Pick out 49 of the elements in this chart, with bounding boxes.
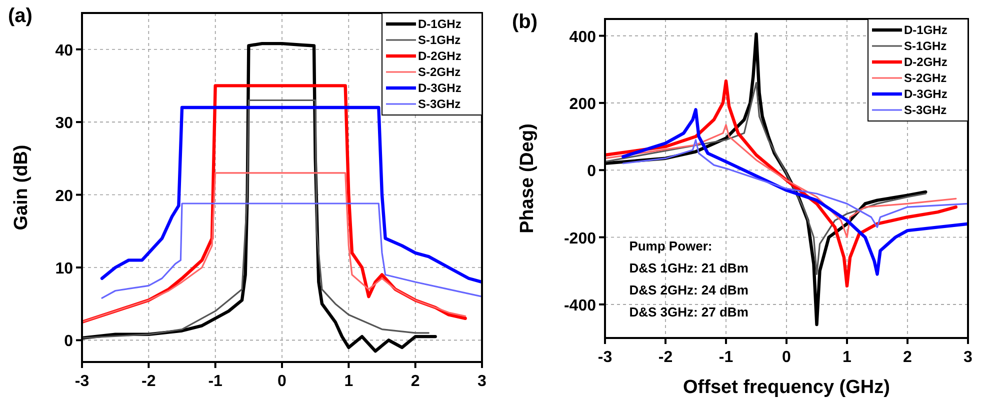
annotation: Pump Power: <box>629 238 712 254</box>
y-tick-label: 200 <box>569 96 596 113</box>
x-tick-label: 3 <box>964 349 973 366</box>
legend-label: S-2GHz <box>904 71 947 85</box>
y-axis-title: Gain (dB) <box>11 144 32 230</box>
line-series <box>82 172 466 323</box>
y-tick-label: -400 <box>564 297 596 314</box>
annotation: D&S 3GHz: 27 dBm <box>629 304 748 320</box>
x-tick-label: 0 <box>278 373 287 390</box>
x-tick-label: 2 <box>410 373 420 390</box>
legend-label: D-3GHz <box>418 81 462 95</box>
legend-label: S-2GHz <box>418 65 461 79</box>
x-tick-label: -3 <box>74 373 90 390</box>
y-tick-label: 30 <box>55 115 74 132</box>
y-tick-label: 400 <box>569 28 596 46</box>
legend-label: S-1GHz <box>418 33 461 47</box>
y-tick-label: 20 <box>55 188 74 205</box>
y-axis-title: Phase (Deg) <box>517 124 538 234</box>
x-tick-label: -1 <box>718 349 734 366</box>
legend-label: D-1GHz <box>904 23 948 37</box>
legend-label: D-1GHz <box>418 17 462 31</box>
annotation: D&S 2GHz: 24 dBm <box>629 282 748 298</box>
line-series <box>605 124 957 238</box>
chart-title: (a) <box>8 5 32 27</box>
legend-label: D-2GHz <box>418 49 462 63</box>
chart-title: (b) <box>512 11 538 33</box>
y-tick-label: -200 <box>564 230 596 248</box>
x-tick-label: -3 <box>598 349 612 366</box>
y-tick-label: 0 <box>64 333 74 350</box>
legend-label: D-3GHz <box>904 87 948 101</box>
x-tick-label: 3 <box>478 373 487 390</box>
line-series <box>622 139 968 228</box>
x-axis-title: Offset frequency (GHz) <box>683 377 890 398</box>
y-tick-label: 10 <box>55 260 74 278</box>
x-tick-label: 1 <box>344 373 354 390</box>
x-tick-label: -2 <box>142 373 156 390</box>
x-tick-label: -2 <box>658 349 673 366</box>
legend-label: S-3GHz <box>904 103 947 117</box>
legend-label: S-1GHz <box>904 39 947 53</box>
x-tick-label: -1 <box>208 373 223 390</box>
annotation: D&S 1GHz: 21 dBm <box>629 260 748 276</box>
x-tick-label: 1 <box>842 349 852 366</box>
x-tick-label: 2 <box>903 349 912 366</box>
line-series <box>101 202 482 299</box>
x-tick-label: 0 <box>782 349 792 366</box>
y-tick-label: 40 <box>55 42 74 60</box>
y-tick-label: 0 <box>587 163 596 180</box>
legend-label: D-2GHz <box>904 55 948 69</box>
legend-label: S-3GHz <box>418 97 461 111</box>
